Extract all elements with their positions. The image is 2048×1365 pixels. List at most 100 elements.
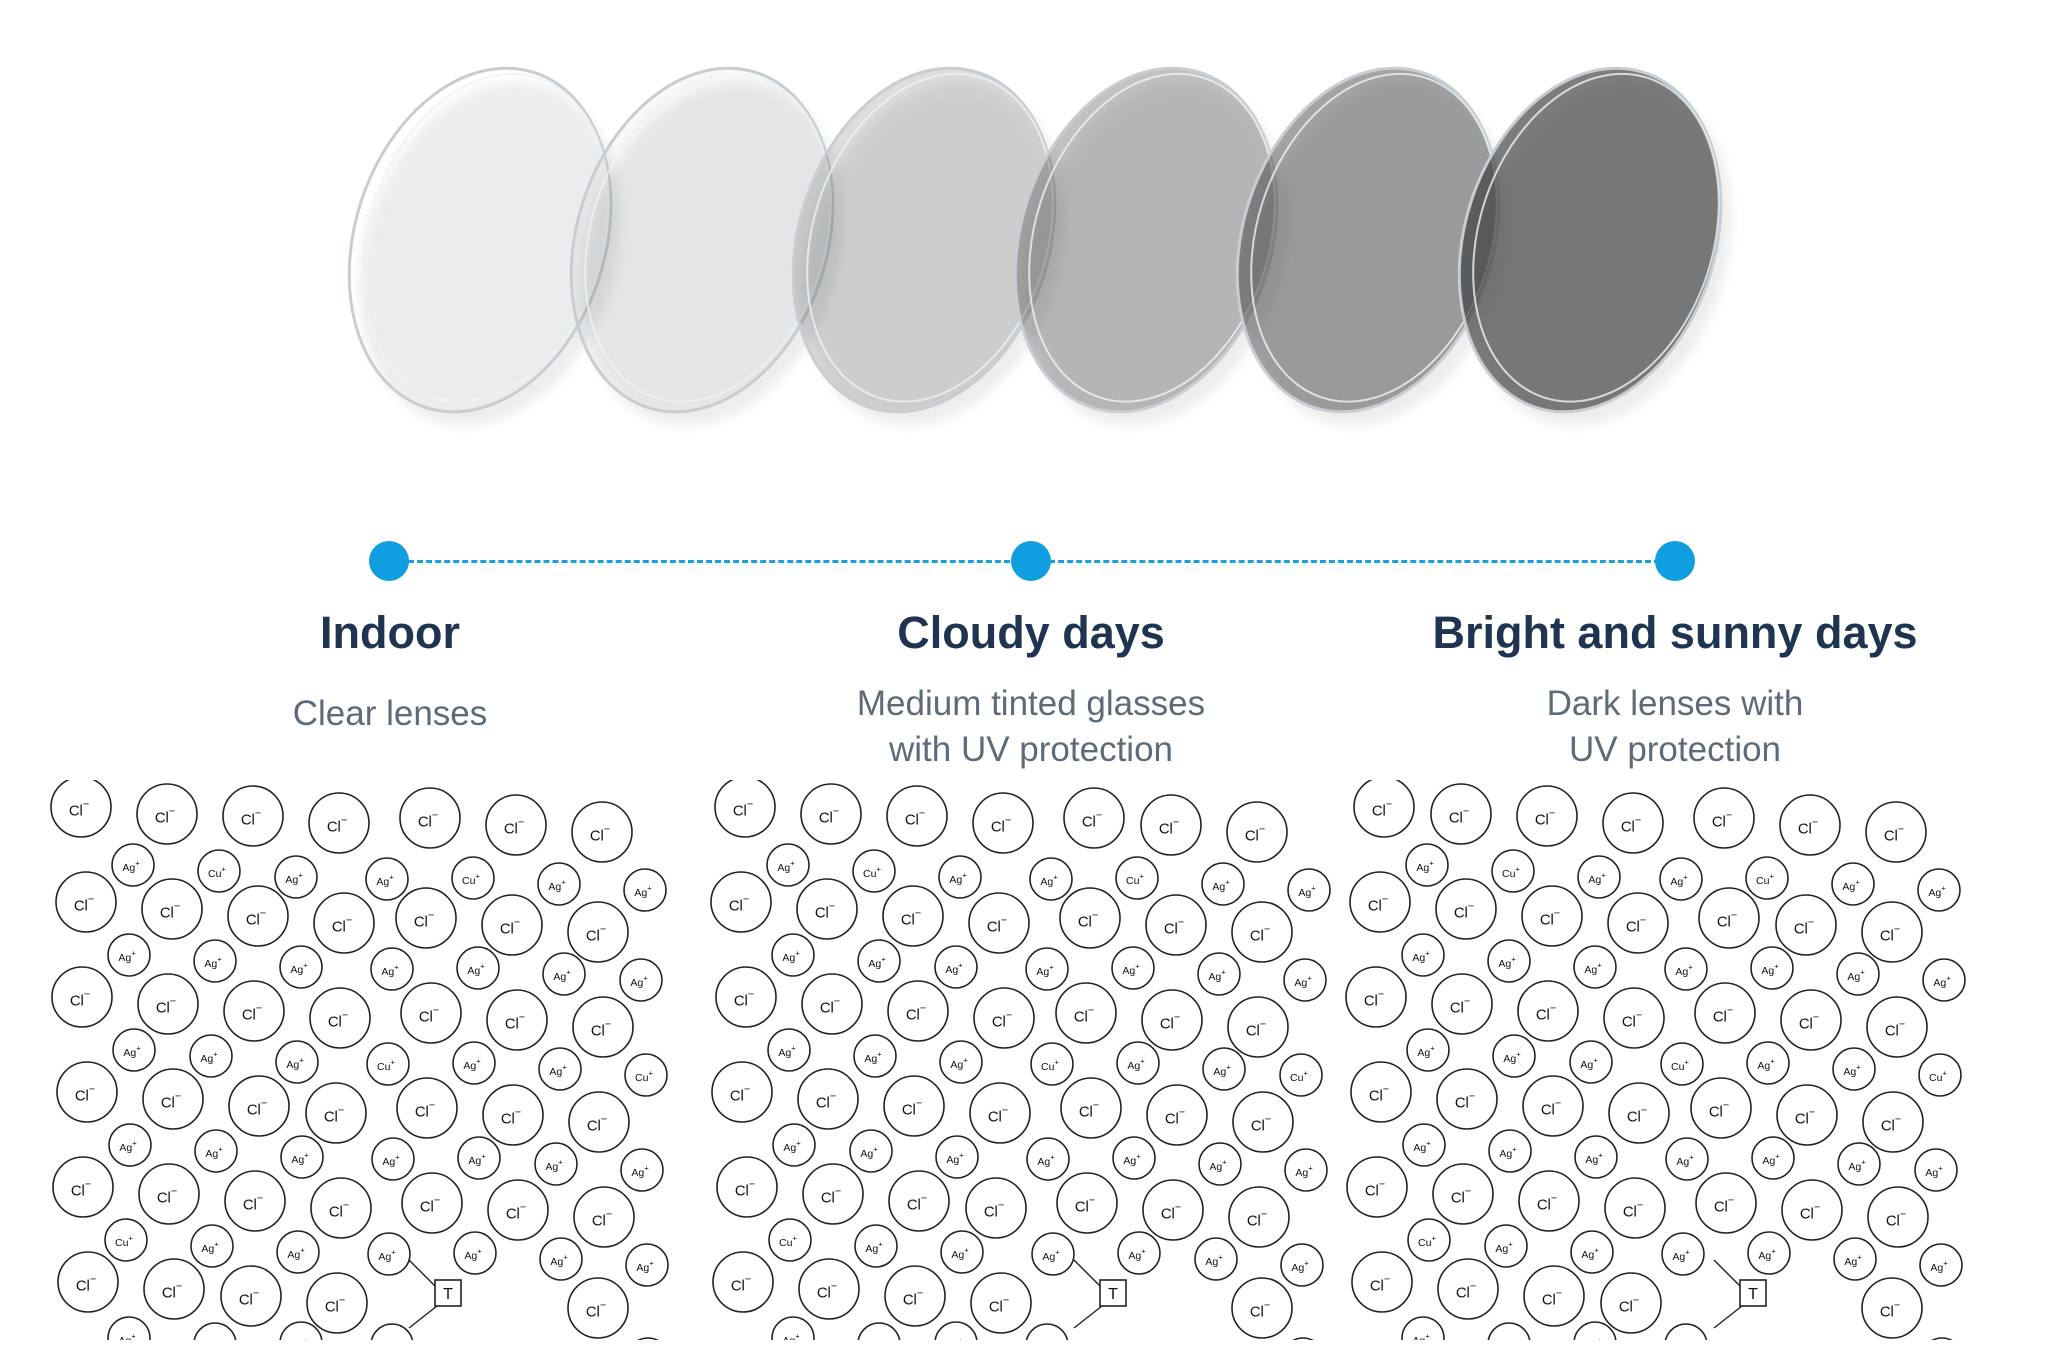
chloride-ion: Cl−: [228, 1075, 290, 1137]
silver-ion: Ag+: [772, 1123, 816, 1167]
trap-marker: T: [1713, 1259, 1767, 1329]
svg-text:T: T: [443, 1286, 453, 1303]
silver-ion: Ag+: [1831, 862, 1875, 906]
silver-ion: Ag+: [370, 1323, 414, 1365]
chloride-ion: Cl−: [305, 1082, 367, 1144]
silver-ion: Ag+: [619, 958, 663, 1002]
silver-ion: Ag+: [939, 1040, 983, 1084]
silver-halide-crystal-diagram: Cl−Cl−Cl−Cl− Cl−Cl−Cl−Ag+Cu+Ag+Ag+ Cu+Ag+A…: [1345, 776, 1966, 1365]
chloride-ion: Cl−: [1350, 1061, 1412, 1123]
silver-ion: Ag+: [189, 1034, 233, 1078]
chloride-ion: Cl−: [399, 787, 461, 849]
chloride-ion: Cl−: [1345, 966, 1407, 1028]
silver-ion: Ag+: [276, 1230, 320, 1274]
silver-ion: Ag+: [1577, 855, 1621, 899]
chloride-ion: Cl−: [571, 801, 633, 863]
silver-ion: Ag+: [1664, 1323, 1708, 1365]
silver-ion: Ag+: [1661, 1232, 1705, 1276]
silver-ion: Ag+: [1025, 947, 1069, 991]
description-line: Clear lenses: [292, 694, 488, 733]
chloride-ion: Cl−: [1775, 894, 1837, 956]
timeline-dot-indoor: [369, 541, 409, 581]
chloride-ion: Cl−: [1063, 787, 1125, 849]
silver-ion: Ag+: [1401, 1316, 1445, 1360]
silver-ion: Ag+: [1570, 1230, 1614, 1274]
chloride-ion: Cl−: [1521, 885, 1583, 947]
silver-ion: Ag+: [539, 1237, 583, 1281]
chloride-ion: Cl−: [796, 878, 858, 940]
silver-ion: Ag+: [625, 1243, 669, 1287]
chloride-ion: Cl−: [573, 1186, 635, 1248]
silver-ion: Ag+: [1198, 1142, 1242, 1186]
silver-ion: Ag+: [1492, 1034, 1536, 1078]
chloride-ion: Cl−: [883, 1075, 945, 1137]
chloride-ion: Cl−: [1867, 1186, 1929, 1248]
silver-ion: Ag+: [1664, 947, 1708, 991]
chloride-ion: Cl−: [486, 989, 548, 1051]
description-line: Medium tinted glasses: [856, 684, 1206, 723]
silver-ion: Ag+: [1659, 857, 1703, 901]
chloride-ion: Cl−: [308, 792, 370, 854]
chloride-ion: Cl−: [802, 1163, 864, 1225]
chloride-ion: Cl−: [57, 1251, 119, 1313]
silver-ion: Ag+: [1836, 952, 1880, 996]
chloride-ion: Cl−: [798, 1258, 860, 1320]
chloride-ion: Cl−: [1351, 1251, 1413, 1313]
silver-ion: Ag+: [1837, 1142, 1881, 1186]
silver-ion: Ag+: [1487, 1322, 1531, 1365]
silver-ion: Ag+: [279, 945, 323, 989]
chloride-ion: Cl−: [136, 783, 198, 845]
chloride-ion: Cl−: [1227, 996, 1289, 1058]
chloride-ion: Cl−: [710, 871, 772, 933]
svg-text:T: T: [1748, 1286, 1758, 1303]
chloride-ion: Cl−: [1604, 1177, 1666, 1239]
copper-ion: Cu+: [1745, 856, 1789, 900]
silver-ion: Ag+: [534, 1142, 578, 1186]
timeline-dot-sunny: [1655, 541, 1695, 581]
copper-ion: Cu+: [1491, 849, 1535, 893]
chloride-ion: Cl−: [1436, 1068, 1498, 1130]
chloride-ion: Cl−: [222, 785, 284, 847]
chloride-ion: Cl−: [1226, 801, 1288, 863]
chloride-ion: Cl−: [223, 980, 285, 1042]
lens-4: [1013, 66, 1287, 426]
chloride-ion: Cl−: [227, 885, 289, 947]
silver-ion: Ag+: [1832, 1047, 1876, 1091]
chloride-ion: Cl−: [482, 1084, 544, 1146]
chloride-ion: Cl−: [1866, 996, 1928, 1058]
silver-ion: Ag+: [1283, 958, 1327, 1002]
chloride-ion: Cl−: [52, 1156, 114, 1218]
silver-ion: Ag+: [1116, 1041, 1160, 1085]
silver-ion: Ag+: [111, 843, 155, 887]
silver-ion: Ag+: [623, 868, 667, 912]
chloride-ion: Cl−: [1608, 1082, 1670, 1144]
chloride-ion: Cl−: [801, 973, 863, 1035]
silver-ion: Ag+: [542, 952, 586, 996]
silver-ion: Ag+: [1833, 1237, 1877, 1281]
silver-ion: Ag+: [940, 1230, 984, 1274]
silver-ion: Ag+: [934, 945, 978, 989]
chloride-ion: Cl−: [1776, 1084, 1838, 1146]
silver-ion: Ag+: [1112, 1136, 1156, 1180]
chloride-ion: Cl−: [1690, 1077, 1752, 1139]
silver-ion: Ag+: [1573, 945, 1617, 989]
chloride-ion: Cl−: [1056, 1172, 1118, 1234]
chloride-ion: Cl−: [970, 1272, 1032, 1334]
silver-ion: Ag+: [934, 1321, 978, 1365]
chloride-ion: Cl−: [1228, 1186, 1290, 1248]
chloride-ion: Cl−: [310, 1177, 372, 1239]
chloride-ion: Cl−: [1523, 1265, 1585, 1327]
chloride-ion: Cl−: [142, 1068, 204, 1130]
chloride-ion: Cl−: [1602, 792, 1664, 854]
chloride-ion: Cl−: [567, 901, 629, 963]
chloride-ion: Cl−: [1861, 901, 1923, 963]
chloride-ion: Cl−: [965, 1177, 1027, 1239]
silver-ion: Ag+: [767, 1028, 811, 1072]
silver-ion: Ag+: [1117, 1231, 1161, 1275]
chloride-ion: Cl−: [50, 776, 112, 838]
silver-ion: Ag+: [1750, 946, 1794, 990]
chloride-ion: Cl−: [224, 1170, 286, 1232]
chloride-ion: Cl−: [1603, 987, 1665, 1049]
stage-description: Dark lenses with UV protection: [1375, 681, 1975, 773]
stage-title: Bright and sunny days: [1432, 607, 1918, 658]
